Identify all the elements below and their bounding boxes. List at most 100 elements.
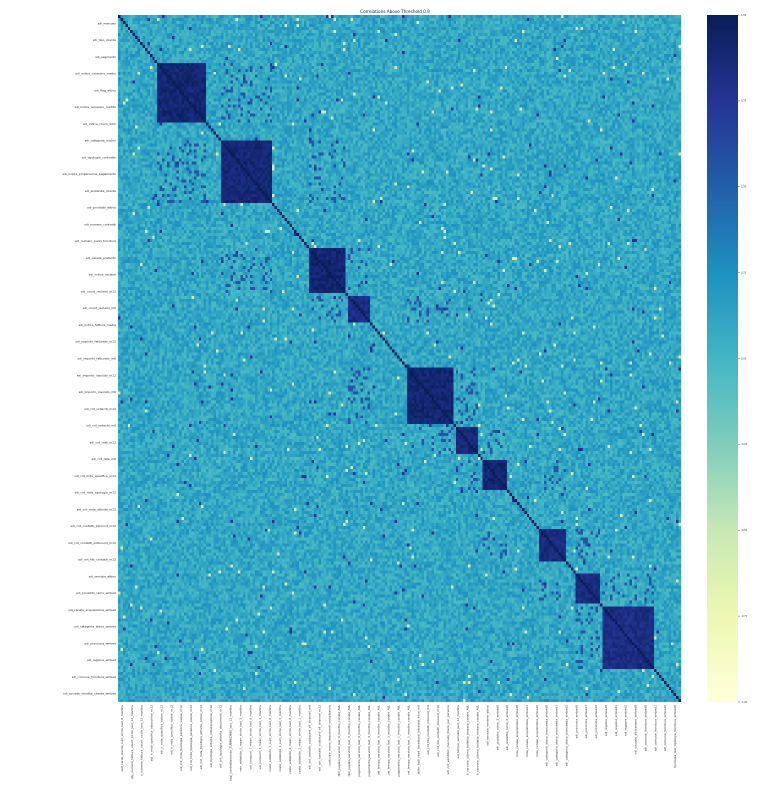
y-tick-label: sdi_segmento <box>95 55 116 59</box>
x-tick-label: qtd_pagato_servizio_last_3_months_canale… <box>347 705 351 777</box>
x-tick-label: val_consumi_1_mean_circle_last_1_months <box>258 705 262 770</box>
x-tick-label: costruire_meno_documenti_compleanno <box>327 705 331 766</box>
x-tick-label: sdi_categoria_ateco_enervaeda_embed0 <box>545 705 549 766</box>
chart-title: Correlations Above Threshold 0.9 <box>360 9 430 14</box>
x-tick-label: sdi_cnt_fds_contatti_inbound_m6 <box>426 705 430 755</box>
x-tick-label: pagamento_servizio_last_1_months_canale_… <box>397 705 401 777</box>
x-tick-label: sdi_comune_fornitura_embed1 <box>653 705 657 751</box>
y-tick-label: sdi_regione_embed <box>87 658 116 662</box>
colorbar-tick-label: 0.00 <box>741 357 747 360</box>
colorbar-tick-label: 0.25 <box>741 271 747 274</box>
x-tick-label: sdi_prodotto_ramo_2_embed0 <box>505 705 509 750</box>
y-tick-label: sdi_flag_attivo <box>94 88 116 92</box>
x-tick-label: sdi_cnt_contatti_outbound_all_channel_m6 <box>308 705 312 769</box>
x-tick-label: sdi_regione_embed0 <box>604 705 608 736</box>
x-tick-label: sell_cards_clients_sum_circle_last_6_mon… <box>120 705 124 772</box>
x-tick-label: sdi_cnt_mda_tipologia_persona_valore_m12 <box>179 705 183 771</box>
x-tick-label: costo_addebito_2_mean_circle_last_1_mont… <box>298 705 302 774</box>
x-tick-label: tipologia_last_tipologia_fornitura_embed… <box>673 705 677 768</box>
y-tick-label: sdi_provincia_embed <box>85 641 117 645</box>
x-tick-label: sdi_categoria_ateco_enervaeda_embed2 <box>564 705 568 766</box>
x-tick-label: h_servizio_ultima_bolletta_emessa_canale… <box>476 705 480 776</box>
y-tick-labels: sdi_mercato sdi_tipo_cliente sdi_segmentos… <box>63 21 117 695</box>
y-tick-label: sdi_prodotto_attivo <box>87 206 116 210</box>
x-tick-label: sdi_provincia_embed0 <box>574 705 578 738</box>
colorbar-tick-label: -0.50 <box>741 529 748 532</box>
colorbar-tick-label: 0.75 <box>741 100 747 103</box>
x-tick-label: tagl_contrattamento_SUBBILDING_last_12_m… <box>229 705 233 781</box>
x-tick-label: sdi_regione_embed2 <box>624 705 628 736</box>
heatmap-cells <box>118 15 681 702</box>
y-tick-label: sdi_cnt_rate_m6 <box>92 457 117 461</box>
y-tick-label: sdi_categoria_rischio <box>85 139 116 143</box>
y-tick-label: sdi_numero_punti_fornitura <box>75 239 116 243</box>
y-tick-label: sdi_indice_recupero_credito <box>75 105 117 109</box>
x-tick-label: n_numero_fattura_count_circle_last_12_mo… <box>140 705 144 777</box>
x-tick-label: sdi_comune_fornitura_embed0 <box>643 705 647 751</box>
colorbar <box>707 15 738 702</box>
heatmap-grid <box>118 15 681 702</box>
y-tick-label: sdi_cnt_contatti_outbound_m12 <box>68 541 116 545</box>
x-tick-label: sdi_n_mda_specifica_colors_m12 <box>159 705 163 754</box>
colorbar-ticks: 1.00 0.75 0.50 0.25 0.00 -0.25 -0.50 -0.75 -1.00 <box>738 14 748 704</box>
y-tick-label: sdi_indice_consumo_medio <box>75 72 116 76</box>
y-tick-label: sdi_cnt_mda_specifica_m12 <box>74 474 116 478</box>
y-tick-label: sdi_numero_contratti <box>84 222 116 226</box>
x-tick-label: sdi_prodotto_ramo_3_embed0 <box>495 705 499 750</box>
y-tick-label: sdi_cnt_rate_m12 <box>90 440 116 444</box>
x-tick-label: mda_canale_acquisizione_embed2 <box>535 705 539 757</box>
x-tick-label: mda_canale_acquisizione_embed1 <box>525 705 529 757</box>
y-tick-label: sdi_indice_churn_12m <box>83 122 116 126</box>
y-tick-label: sdi_importo_fatturato_m12 <box>75 340 116 344</box>
x-tick-label: sdi_tipologia_attivita_collaborazione_m1… <box>209 705 213 768</box>
x-tick-label: h_servizio_ultima_bolletta_emessa_canale… <box>466 705 470 776</box>
y-tick-label: sdi_cnt_contatti_inbound_m12 <box>70 524 116 528</box>
y-tick-label: sdi_anzianita_cliente <box>85 189 116 193</box>
y-tick-label: sdi_count_reclami_m12 <box>81 289 116 293</box>
x-tick-label: val_tempo_servizio_last_12_months <box>456 705 460 759</box>
x-tick-label: sdi_servizio_rendere_attivo <box>485 705 489 746</box>
x-tick-label: costo_addebito_2_mean_circle_last_6_mont… <box>288 705 292 774</box>
y-tick-label: sdi_cnt_solleciti_m6 <box>86 424 116 428</box>
y-tick-label: sdi_canale_acquisizione_embed <box>68 608 116 612</box>
colorbar-tick-label: -1.00 <box>741 701 748 704</box>
x-tick-label: sdi_cnt_fds_contatti_inbound_m12 <box>436 705 440 757</box>
y-tick-label: sdi_societa_vendita_cliente_embed <box>63 692 116 696</box>
x-tick-label: qtd_pagato_servizio_last_6_months_canale… <box>337 705 341 777</box>
y-tick-label: sdi_cnt_solleciti_m12 <box>84 407 116 411</box>
x-tick-label: val_tempo_servizio_last_3_months_canale_… <box>387 705 391 775</box>
x-tick-label: pagamento_servizio_last_3_months_canale_… <box>367 705 371 777</box>
colorbar-tick-label: 1.00 <box>741 14 747 17</box>
x-tick-label: pagamento_servizio_last_6_months_canale_… <box>357 705 361 777</box>
x-tick-label: sdi_regione_embed1 <box>614 705 618 736</box>
y-tick-label: sdi_importo_insoluto_m6 <box>79 390 116 394</box>
x-tick-label: mda_canale_acquisizione_embed0 <box>515 705 519 757</box>
x-tick-label: sdi_cnt_venditori_mercato_libero_per_per… <box>446 705 450 774</box>
y-tick-label: sdi_indice_reclami <box>89 273 117 277</box>
x-tick-label: cdl_causale_attivazione_embed0 <box>634 705 638 754</box>
y-tick-label: sdi_cnt_mda_tipologia_m12 <box>75 491 117 495</box>
x-tick-label: ablkr_bolli_read_accettanti_Intrastat_In… <box>416 705 420 774</box>
x-tick-label: val_consumi_1_mean_circle_last_6_months <box>248 705 252 770</box>
x-tick-label: sdi_provincia_embed1 <box>584 705 588 738</box>
x-tick-labels: sell_cards_clients_sum_circle_last_6_mon… <box>120 705 677 781</box>
x-tick-label: sdi_comune_fornitura_embed2 <box>663 705 667 751</box>
x-tick-label: sdi_n_mda_specifica_valore_m12 <box>169 705 173 755</box>
y-tick-label: sdi_importo_fatturato_m6 <box>77 357 116 361</box>
y-tick-label: sdi_tipo_cliente <box>93 38 116 42</box>
x-tick-label: sdi_cnt_mda_tipologia_persona_colore_m12 <box>189 705 193 771</box>
y-tick-label: sdi_prodotto_ramo_embed <box>76 591 116 595</box>
x-tick-label: val_tempo_servizio_last_1_months_canale_… <box>406 705 410 775</box>
colorbar-tick-label: -0.25 <box>741 443 748 446</box>
x-tick-label: val_tempo_servizio_last_6_months_canale_… <box>377 705 381 775</box>
y-tick-label: sdi_servizio_attivo <box>89 574 117 578</box>
x-tick-label: costo_addebito_1_sum_circle_last_6_month… <box>268 705 272 772</box>
x-tick-label: sdi_provincia_embed2 <box>594 705 598 738</box>
colorbar-tick-label: -0.75 <box>741 615 748 618</box>
y-tick-label: sdi_tipologia_contratto <box>82 155 116 159</box>
y-tick-label: sdi_cnt_fds_contatti_m12 <box>78 558 116 562</box>
x-tick-label: min_addebito_1_mean_circle_last_3_months <box>238 705 242 772</box>
y-tick-label: sdi_importo_insoluto_m12 <box>77 373 116 377</box>
x-tick-label: sdi_cnt_mda_tipologia_attivita_colore_m1… <box>199 705 203 769</box>
